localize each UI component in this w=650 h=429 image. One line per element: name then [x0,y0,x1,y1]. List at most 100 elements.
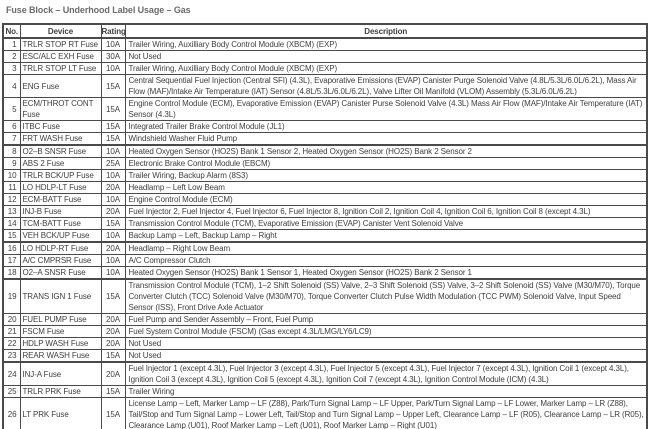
cell-description: Not Used [124,337,648,350]
table-row: 14 TCM-BATT Fuse 15A Transmission Control M… [2,217,648,230]
cell-device: O2–B SNSR Fuse [19,144,102,158]
cell-no: 6 [2,120,21,133]
cell-rating: 10A [100,254,126,267]
table-row: 24 INJ-A Fuse 20A Fuel Injector 1 (except 4… [2,361,648,386]
table-row: 6 ITBC Fuse 15A Integrated Trailer Brake Co… [2,120,648,133]
cell-device: ABS 2 Fuse [19,157,102,170]
cell-description: Fuel Pump and Sender Assembly – Front, F… [124,313,648,326]
cell-device: FSCM Fuse [19,325,102,338]
cell-description: Trailer Wiring, Auxilliary Body Control … [124,62,648,75]
cell-no: 13 [2,205,21,218]
cell-rating: 10A [100,169,126,182]
cell-no: 2 [2,50,21,63]
cell-description: Integrated Trailer Brake Control Module … [124,120,648,133]
cell-no: 16 [2,241,21,255]
cell-device: O2–A SNSR Fuse [19,266,102,280]
table-row: 12 ECM-BATT Fuse 10A Engine Control Module … [2,193,648,206]
fuse-table: No. Device Rating Description 1 TRLR STOP… [2,23,648,429]
cell-rating: 20A [100,325,126,338]
cell-rating: 15A [100,349,126,363]
cell-device: A/C CMPRSR Fuse [19,254,102,267]
cell-rating: 20A [100,337,126,350]
cell-no: 17 [2,254,21,267]
cell-rating: 15A [100,97,126,121]
table-row: 10 TRLR BCK/UP Fuse 10A Trailer Wiring, Bac… [2,169,648,182]
cell-device: TRLR PRK Fuse [19,385,102,398]
cell-rating: 25A [100,157,126,170]
cell-rating: 20A [100,181,126,194]
table-row: 17 A/C CMPRSR Fuse 10A A/C Compressor Clutc… [2,254,648,267]
cell-rating: 10A [100,37,126,51]
cell-device: LT PRK Fuse [19,397,102,429]
cell-device: ECM/THROT CONT Fuse [19,97,102,121]
table-row: 8 O2–B SNSR Fuse 10A Heated Oxygen Sensor (… [2,144,648,158]
cell-description: Fuel Injector 1 (except 4.3L), Fuel Inje… [124,361,648,386]
cell-description: Transmission Control Module (TCM), Evapo… [124,217,648,230]
table-header-row: No. Device Rating Description [2,23,648,39]
cell-description: Windshield Washer Fluid Pump [124,132,648,146]
cell-device: FRT WASH Fuse [19,132,102,146]
cell-rating: 10A [100,193,126,206]
cell-device: LO HDLP-LT Fuse [19,181,102,194]
cell-description: Engine Control Module (ECM) [124,193,648,206]
cell-no: 21 [2,325,21,338]
cell-device: TRLR STOP RT Fuse [19,37,102,51]
cell-device: ENG Fuse [19,74,102,98]
cell-description: Headlamp – Left Low Beam [124,181,648,194]
column-header-no: No. [2,23,21,39]
table-row: 22 HDLP WASH Fuse 20A Not Used [2,337,648,350]
cell-no: 15 [2,229,21,243]
cell-description: Engine Control Module (ECM), Evaporative… [124,97,648,121]
cell-no: 20 [2,313,21,326]
cell-no: 5 [2,97,21,121]
cell-description: Not Used [124,50,648,63]
cell-device: INJ-A Fuse [19,361,102,386]
cell-device: FUEL PUMP Fuse [19,313,102,326]
table-row: 2 ESC/ALC EXH Fuse 30A Not Used [2,50,648,63]
cell-description: License Lamp – Left, Marker Lamp – LF (Z… [124,397,648,429]
cell-no: 26 [2,397,21,429]
table-row: 13 INJ-B Fuse 20A Fuel Injector 2, Fuel Inj… [2,205,648,218]
cell-no: 4 [2,74,21,98]
cell-device: VEH BCK/UP Fuse [19,229,102,243]
cell-description: Not Used [124,349,648,363]
cell-description: Trailer Wiring, Auxilliary Body Control … [124,37,648,51]
cell-rating: 10A [100,266,126,280]
cell-device: ITBC Fuse [19,120,102,133]
cell-rating: 15A [100,74,126,98]
cell-rating: 20A [100,313,126,326]
cell-device: ECM-BATT Fuse [19,193,102,206]
cell-rating: 15A [100,385,126,398]
cell-description: Trailer Wiring [124,385,648,398]
cell-rating: 20A [100,241,126,255]
table-row: 25 TRLR PRK Fuse 15A Trailer Wiring [2,385,648,398]
cell-description: A/C Compressor Clutch [124,254,648,267]
cell-device: TCM-BATT Fuse [19,217,102,230]
cell-description: Heated Oxygen Sensor (HO2S) Bank 1 Senso… [124,266,648,280]
table-row: 16 LO HDLP-RT Fuse 20A Headlamp – Right Low… [2,241,648,255]
cell-no: 7 [2,132,21,146]
cell-device: ESC/ALC EXH Fuse [19,50,102,63]
table-row: 21 FSCM Fuse 20A Fuel System Control Module… [2,325,648,338]
cell-no: 12 [2,193,21,206]
table-row: 3 TRLR STOP LT Fuse 10A Trailer Wiring, Aux… [2,62,648,75]
cell-no: 9 [2,157,21,170]
table-row: 7 FRT WASH Fuse 15A Windshield Washer Fluid… [2,132,648,146]
cell-description: Fuel System Control Module (FSCM) (Gas e… [124,325,648,338]
table-row: 18 O2–A SNSR Fuse 10A Heated Oxygen Sensor … [2,266,648,280]
table-row: 9 ABS 2 Fuse 25A Electronic Brake Control M… [2,157,648,170]
cell-rating: 10A [100,144,126,158]
cell-device: TRANS IGN 1 Fuse [19,278,102,314]
table-row: 4 ENG Fuse 15A Central Sequential Fuel Inje… [2,74,648,98]
table-row: 19 TRANS IGN 1 Fuse 15A Transmission Contro… [2,278,648,314]
cell-rating: 15A [100,217,126,230]
cell-no: 19 [2,278,21,314]
table-row: 15 VEH BCK/UP Fuse 10A Backup Lamp – Left, … [2,229,648,243]
cell-device: TRLR BCK/UP Fuse [19,169,102,182]
cell-device: LO HDLP-RT Fuse [19,241,102,255]
cell-description: Central Sequential Fuel Injection (Centr… [124,74,648,98]
cell-rating: 10A [100,62,126,75]
cell-description: Fuel Injector 2, Fuel Injector 4, Fuel I… [124,205,648,218]
cell-no: 8 [2,144,21,158]
